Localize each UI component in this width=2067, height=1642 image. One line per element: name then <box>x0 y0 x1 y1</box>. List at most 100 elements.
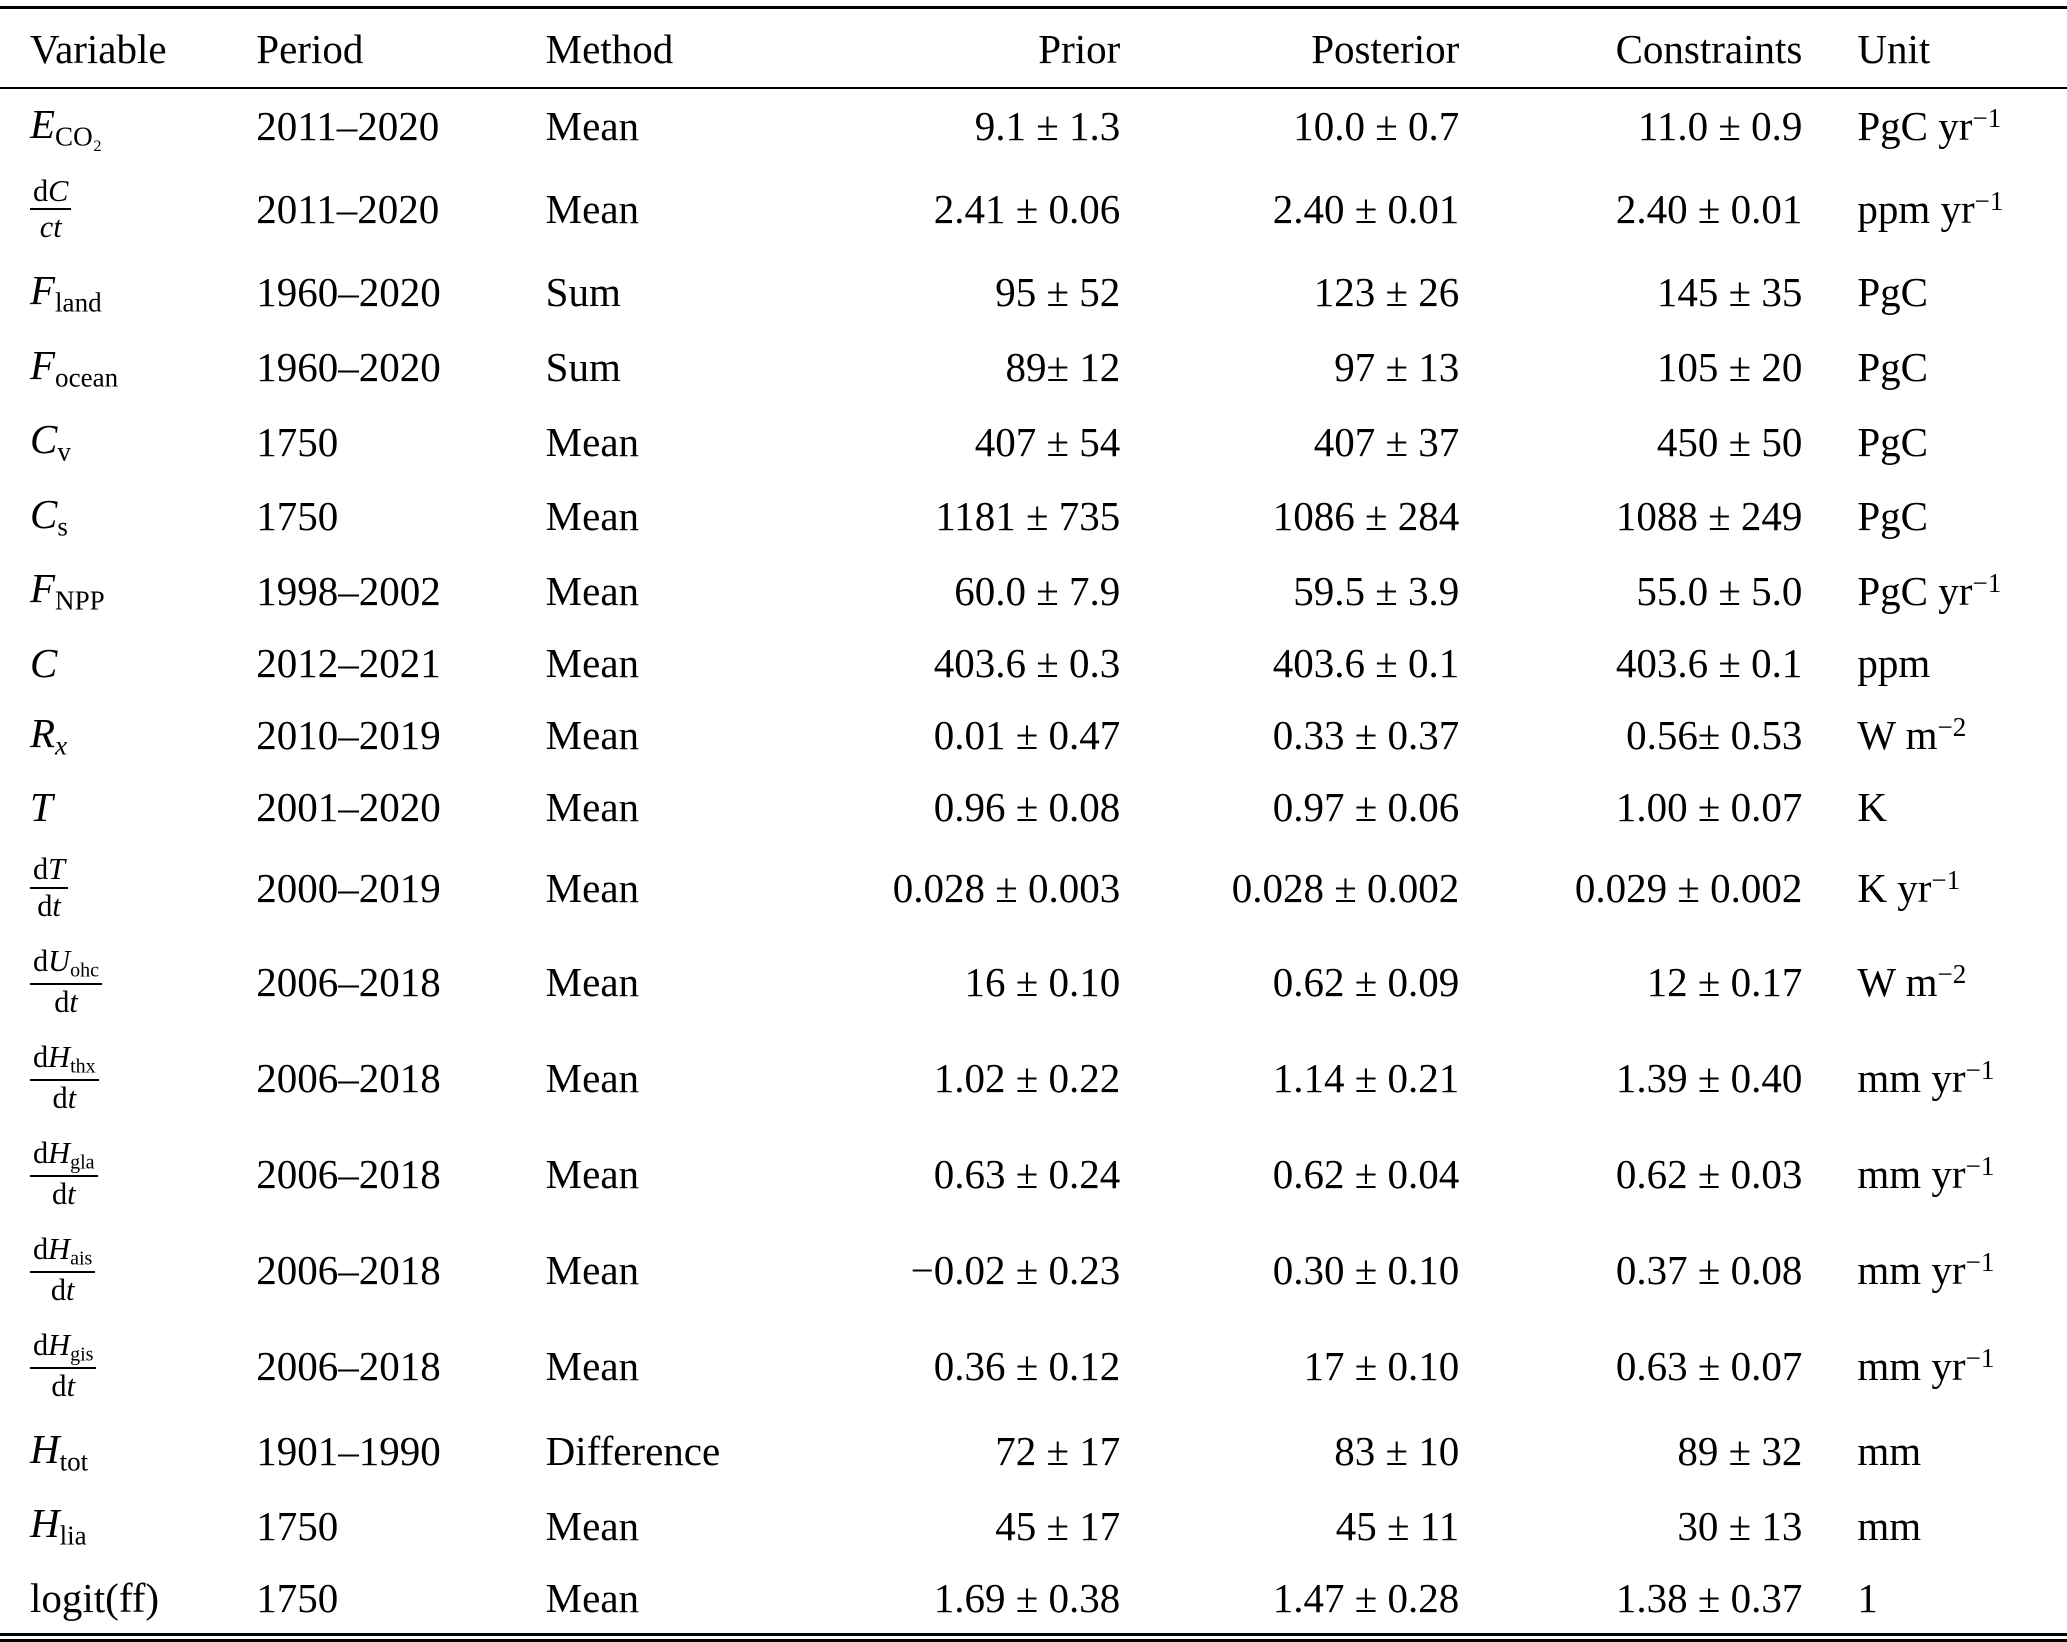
unit-text: 1 <box>1857 1575 1878 1622</box>
fraction-numerator: dHgla <box>30 1137 98 1178</box>
prior-cell: 1.69 ± 0.38 <box>933 1575 1121 1622</box>
unit-text: PgC <box>1857 269 1929 316</box>
unit-text: ppm yr <box>1857 186 1975 233</box>
table-row: T 2001–2020 Mean 0.96 ± 0.08 0.97 ± 0.06 1.00… <box>0 772 2067 842</box>
prior-cell: 60.0 ± 7.9 <box>954 567 1121 614</box>
unit-text: mm yr <box>1857 1342 1966 1389</box>
constraints-cell: 1088 ± 249 <box>1615 493 1803 540</box>
math-segment: d <box>33 1327 49 1362</box>
math-segment: x <box>55 730 68 761</box>
prior-cell: 1181 ± 735 <box>935 493 1121 540</box>
header-row: Variable Period Method Prior Posterior C… <box>0 7 2067 89</box>
variable-symbol: FNPP <box>30 565 105 616</box>
posterior-cell: 0.30 ± 0.10 <box>1272 1246 1460 1293</box>
variable-cell: dHais dt <box>0 1222 256 1318</box>
method-cell: Mean <box>545 567 640 614</box>
variable-cell: dHgla dt <box>0 1126 256 1222</box>
posterior-cell: 1086 ± 284 <box>1272 493 1460 540</box>
constraints-cell: 450 ± 50 <box>1656 418 1803 465</box>
math-segment: d <box>33 852 49 887</box>
table-header: Variable Period Method Prior Posterior C… <box>0 7 2067 89</box>
prior-cell: 72 ± 17 <box>995 1428 1121 1475</box>
math-segment: H <box>30 1425 60 1472</box>
prior-cell: 1.02 ± 0.22 <box>933 1054 1121 1101</box>
math-segment: C <box>30 416 58 463</box>
constraints-cell: 403.6 ± 0.1 <box>1615 639 1803 686</box>
unit-cell: mm yr−1 <box>1802 1030 2067 1126</box>
unit-cell: PgC yr−1 <box>1802 88 2067 164</box>
unit-cell: PgC <box>1802 330 2067 405</box>
constraints-cell: 1.39 ± 0.40 <box>1615 1054 1803 1101</box>
math-segment: gla <box>70 1151 95 1174</box>
math-segment: R <box>30 709 56 756</box>
table-body: ECO₂ 2011–2020 Mean 9.1 ± 1.3 10.0 ± 0.7 11.0… <box>0 88 2067 1638</box>
period-cell: 1960–2020 <box>256 343 441 390</box>
variable-symbol: Hlia <box>30 1500 87 1551</box>
math-segment: d <box>33 173 49 208</box>
variable-cell: Fland <box>0 255 256 330</box>
posterior-cell: 0.62 ± 0.04 <box>1272 1150 1460 1197</box>
constraints-cell: 55.0 ± 5.0 <box>1636 567 1803 614</box>
unit-text: K <box>1857 784 1887 831</box>
math-segment: t <box>67 1081 77 1116</box>
period-cell: 1998–2002 <box>256 567 441 614</box>
constraints-cell: 2.40 ± 0.01 <box>1615 186 1803 233</box>
variable-symbol: Htot <box>30 1425 88 1477</box>
math-segment: d <box>52 1081 68 1116</box>
fraction-numerator: dHais <box>30 1233 96 1274</box>
method-cell: Mean <box>545 639 640 686</box>
math-segment: F <box>30 341 56 388</box>
math-segment: d <box>33 944 49 978</box>
unit-cell: mm yr−1 <box>1802 1222 2067 1318</box>
math-segment: U <box>48 944 71 978</box>
variable-cell: dT dt <box>0 842 256 934</box>
method-cell: Sum <box>545 269 621 316</box>
column-header-method: Method <box>545 7 794 89</box>
table-row: dHgla dt 2006–2018 Mean 0.63 ± 0.24 0.62 ± 0.… <box>0 1126 2067 1222</box>
method-cell: Mean <box>545 865 640 912</box>
prior-cell: 16 ± 0.10 <box>964 958 1121 1005</box>
unit-exponent: −1 <box>1965 1150 1995 1181</box>
unit-text: mm <box>1857 1428 1922 1475</box>
unit-cell: K yr−1 <box>1802 842 2067 934</box>
method-cell: Difference <box>545 1428 721 1475</box>
period-cell: 2012–2021 <box>256 639 441 686</box>
period-cell: 1750 <box>256 1575 339 1622</box>
method-cell: Mean <box>545 103 640 150</box>
fraction-numerator: dC <box>30 173 72 211</box>
unit-text: PgC <box>1857 418 1929 465</box>
table-row: Fland 1960–2020 Sum 95 ± 52 123 ± 26 145 ± 35… <box>0 255 2067 330</box>
posterior-cell: 45 ± 11 <box>1335 1502 1460 1549</box>
fraction-denominator: dt <box>52 1177 76 1211</box>
variable-symbol: T <box>30 784 53 830</box>
posterior-cell: 407 ± 37 <box>1313 418 1460 465</box>
unit-text: W m <box>1857 958 1938 1005</box>
table-row: Cs 1750 Mean 1181 ± 735 1086 ± 284 1088 ± 249… <box>0 479 2067 554</box>
period-cell: 2011–2020 <box>256 103 440 150</box>
variable-symbol: Cs <box>30 491 68 542</box>
unit-text: K yr <box>1857 865 1932 912</box>
unit-cell: ppm <box>1802 628 2067 698</box>
unit-cell: 1 <box>1802 1563 2067 1638</box>
unit-exponent: −2 <box>1937 959 1967 989</box>
table-row: ECO₂ 2011–2020 Mean 9.1 ± 1.3 10.0 ± 0.7 11.0… <box>0 88 2067 164</box>
prior-cell: 0.96 ± 0.08 <box>933 784 1121 831</box>
unit-text: W m <box>1857 712 1938 759</box>
posterior-cell: 1.14 ± 0.21 <box>1272 1054 1460 1101</box>
math-segment: gis <box>70 1343 94 1366</box>
variable-cell: FNPP <box>0 553 256 628</box>
math-segment: ais <box>70 1247 93 1270</box>
math-segment: d <box>54 985 70 1020</box>
period-cell: 2006–2018 <box>256 1342 441 1389</box>
posterior-cell: 123 ± 26 <box>1313 269 1460 316</box>
math-segment: NPP <box>55 585 105 616</box>
variable-fraction: dT dt <box>30 852 69 924</box>
math-segment: d <box>37 889 53 924</box>
posterior-cell: 10.0 ± 0.7 <box>1293 103 1460 150</box>
math-segment: H <box>48 1039 71 1074</box>
variable-cell: logit(ff) <box>0 1563 256 1638</box>
variable-cell: Focean <box>0 330 256 405</box>
unit-cell: PgC yr−1 <box>1802 553 2067 628</box>
method-cell: Mean <box>545 1342 640 1389</box>
unit-cell: W m−2 <box>1802 698 2067 773</box>
